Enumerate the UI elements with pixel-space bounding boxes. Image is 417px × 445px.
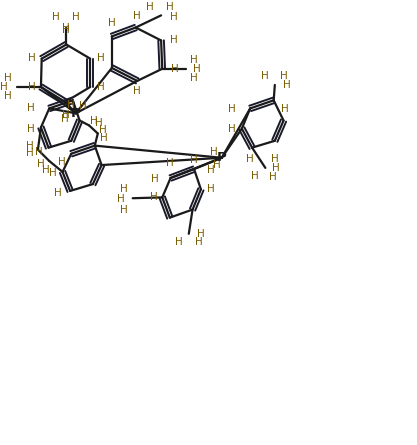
Text: H: H [117, 194, 124, 204]
Text: H: H [281, 104, 289, 114]
Text: H: H [37, 159, 45, 169]
Text: H: H [0, 82, 8, 92]
Text: H: H [210, 147, 218, 157]
Text: P: P [217, 151, 226, 164]
Text: H: H [27, 124, 35, 134]
Text: H: H [271, 154, 279, 164]
Text: H: H [26, 148, 33, 158]
Text: H: H [68, 100, 75, 110]
Text: H: H [133, 11, 141, 21]
Text: H: H [52, 12, 60, 22]
Text: H: H [228, 125, 236, 134]
Text: H: H [190, 73, 198, 83]
Text: H: H [261, 71, 269, 81]
Text: H: H [228, 104, 236, 114]
Text: H: H [146, 2, 153, 12]
Text: H: H [35, 147, 43, 157]
Text: H: H [58, 157, 65, 167]
Text: H: H [190, 55, 198, 65]
Text: H: H [171, 64, 179, 74]
Text: H: H [197, 229, 205, 239]
Text: H: H [190, 155, 198, 165]
Text: H: H [206, 184, 214, 194]
Text: H: H [62, 110, 70, 120]
Text: H: H [175, 237, 183, 247]
Text: P: P [71, 107, 81, 120]
Text: H: H [54, 188, 61, 198]
Text: H: H [193, 64, 201, 74]
Text: H: H [95, 118, 103, 128]
Text: H: H [166, 158, 174, 168]
Text: H: H [5, 91, 12, 101]
Text: H: H [28, 53, 35, 63]
Text: H: H [63, 23, 70, 32]
Text: H: H [28, 82, 35, 92]
Text: H: H [272, 163, 280, 173]
Text: H: H [97, 82, 104, 92]
Text: H: H [121, 205, 128, 214]
Text: H: H [280, 71, 287, 81]
Text: H: H [150, 192, 158, 202]
Text: H: H [284, 80, 291, 90]
Text: H: H [79, 101, 86, 111]
Text: H: H [100, 134, 108, 143]
Text: H: H [195, 237, 203, 247]
Text: H: H [49, 168, 57, 178]
Text: H: H [43, 165, 50, 175]
Text: H: H [246, 154, 254, 164]
Text: H: H [213, 160, 221, 170]
Text: H: H [251, 171, 259, 181]
Text: H: H [206, 165, 214, 175]
Text: H: H [62, 25, 70, 35]
Text: H: H [72, 12, 80, 22]
Text: H: H [26, 142, 33, 151]
Text: H: H [97, 53, 104, 63]
Text: H: H [151, 174, 158, 184]
Text: H: H [90, 116, 98, 125]
Text: H: H [121, 184, 128, 194]
Text: H: H [5, 73, 12, 83]
Text: H: H [269, 172, 277, 182]
Text: H: H [108, 18, 116, 28]
Text: H: H [61, 114, 69, 124]
Text: H: H [170, 12, 178, 22]
Text: H: H [27, 103, 35, 113]
Text: H: H [166, 2, 174, 12]
Text: H: H [99, 125, 107, 135]
Text: H: H [133, 86, 141, 96]
Text: H: H [171, 36, 178, 45]
